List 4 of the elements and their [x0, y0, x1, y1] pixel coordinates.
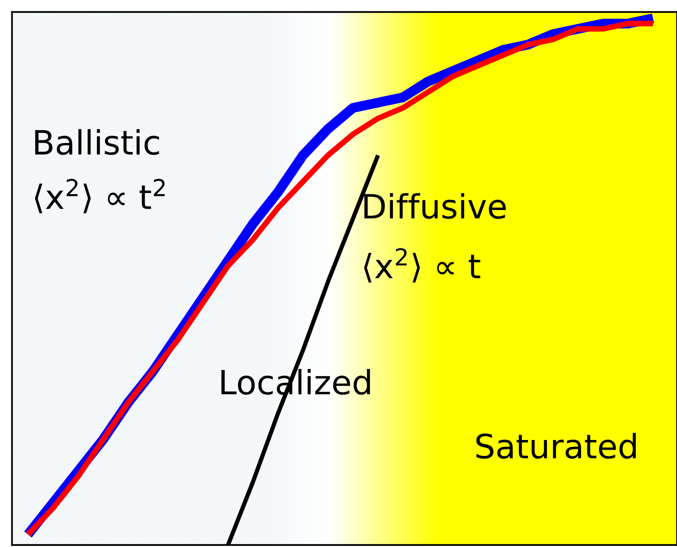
annotation: ⟨x$^{2}$⟩ ∝ t — [364, 248, 480, 283]
annotation: Ballistic — [35, 129, 159, 155]
annotation: Saturated — [476, 432, 636, 459]
annotation: ⟨x$^{2}$⟩ ∝ t$^{2}$ — [34, 178, 165, 214]
